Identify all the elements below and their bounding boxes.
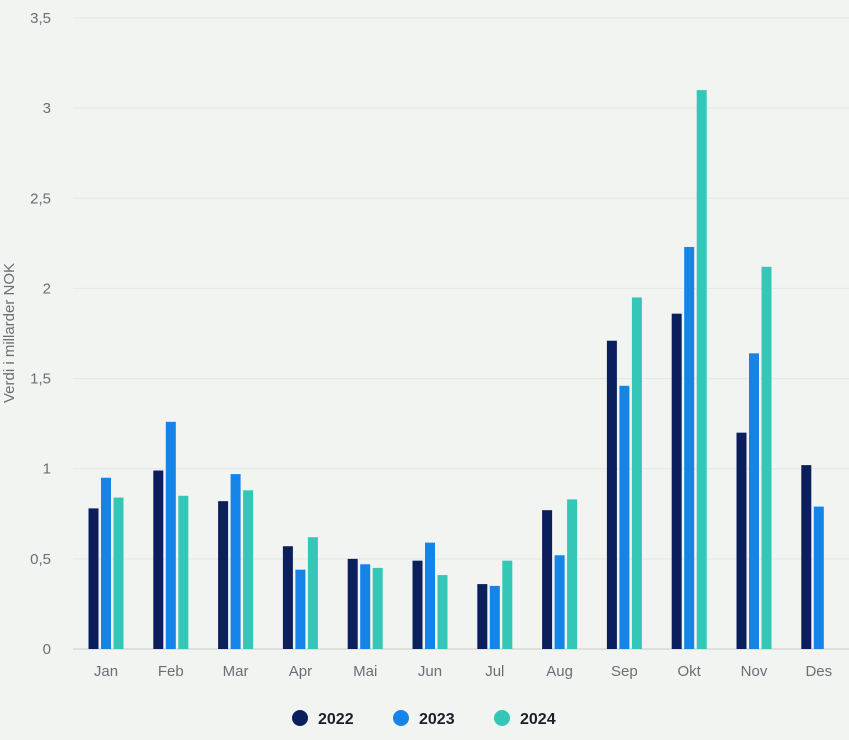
legend-label-2024: 2024: [520, 711, 556, 728]
bars: [88, 90, 824, 650]
legend-marker-2023: [393, 710, 409, 726]
bar-2022-Jul: [477, 584, 488, 649]
bar-2024-Apr: [307, 537, 318, 649]
bar-2023-Okt: [684, 246, 695, 649]
bar-2022-Aug: [542, 510, 553, 649]
bar-2024-Okt: [696, 90, 707, 650]
bar-2022-Okt: [671, 313, 682, 649]
x-tick-label: Jul: [485, 663, 504, 680]
x-tick-label: Jun: [418, 663, 442, 680]
bar-2023-Sep: [619, 385, 630, 649]
bar-2023-Jul: [489, 585, 500, 649]
bar-2024-Nov: [761, 266, 772, 649]
legend-marker-2024: [494, 710, 510, 726]
legend-label-2022: 2022: [318, 711, 354, 728]
bar-2024-Jun: [437, 575, 448, 649]
y-tick-label: 1: [43, 461, 51, 478]
bar-2023-Jan: [101, 477, 111, 649]
bar-2023-Mai: [360, 564, 371, 649]
y-axis-ticks: 0 0,5 1 1,5 2 2,5 3 3,5: [30, 10, 51, 658]
bar-2022-Jan: [88, 508, 99, 649]
bar-2023-Mar: [230, 474, 241, 649]
y-tick-label: 3: [43, 100, 51, 117]
x-tick-label: Feb: [158, 663, 184, 680]
bar-2024-Feb: [178, 495, 189, 649]
bar-2024-Sep: [631, 297, 642, 649]
x-tick-label: Des: [805, 663, 832, 680]
bar-2022-Mar: [218, 501, 229, 649]
bar-2023-Des: [813, 506, 824, 649]
legend-marker-2022: [292, 710, 308, 726]
bar-2022-Des: [801, 465, 812, 649]
x-tick-label: Aug: [546, 663, 573, 680]
legend-label-2023: 2023: [419, 711, 455, 728]
bar-2022-Apr: [282, 546, 293, 649]
y-tick-label: 0: [43, 641, 51, 658]
y-tick-label: 2: [43, 280, 51, 297]
x-axis-ticks: Jan Feb Mar Apr Mai Jun Jul Aug Sep Okt Nov Des: [94, 663, 832, 680]
bar-2023-Jun: [425, 542, 435, 649]
x-tick-label: Okt: [678, 663, 702, 680]
x-tick-label: Apr: [289, 663, 312, 680]
bar-2022-Feb: [153, 470, 164, 649]
bar-2023-Feb: [165, 421, 176, 649]
bar-2023-Nov: [749, 353, 759, 649]
bar-2022-Jun: [412, 560, 423, 649]
bar-2022-Nov: [736, 432, 747, 649]
bar-2023-Apr: [295, 569, 306, 649]
y-tick-label: 1,5: [30, 371, 51, 388]
y-tick-label: 3,5: [30, 10, 51, 27]
legend: 2022 2023 2024: [292, 710, 556, 728]
x-tick-label: Sep: [611, 663, 638, 680]
bar-2024-Jan: [113, 497, 124, 649]
bar-2023-Aug: [554, 555, 565, 649]
bar-2022-Sep: [606, 340, 617, 649]
bar-2024-Aug: [567, 499, 578, 649]
y-tick-label: 0,5: [30, 551, 51, 568]
bar-2022-Mai: [347, 558, 358, 649]
x-tick-label: Jan: [94, 663, 118, 680]
bar-2024-Mar: [243, 490, 254, 649]
bar-2024-Mai: [372, 567, 383, 649]
x-tick-label: Mai: [353, 663, 377, 680]
x-tick-label: Nov: [741, 663, 768, 680]
gridlines: [73, 17, 849, 650]
y-axis-title: Verdi i millarder NOK: [1, 263, 18, 403]
bar-2024-Jul: [502, 560, 513, 649]
y-tick-label: 2,5: [30, 190, 51, 207]
x-tick-label: Mar: [223, 663, 249, 680]
